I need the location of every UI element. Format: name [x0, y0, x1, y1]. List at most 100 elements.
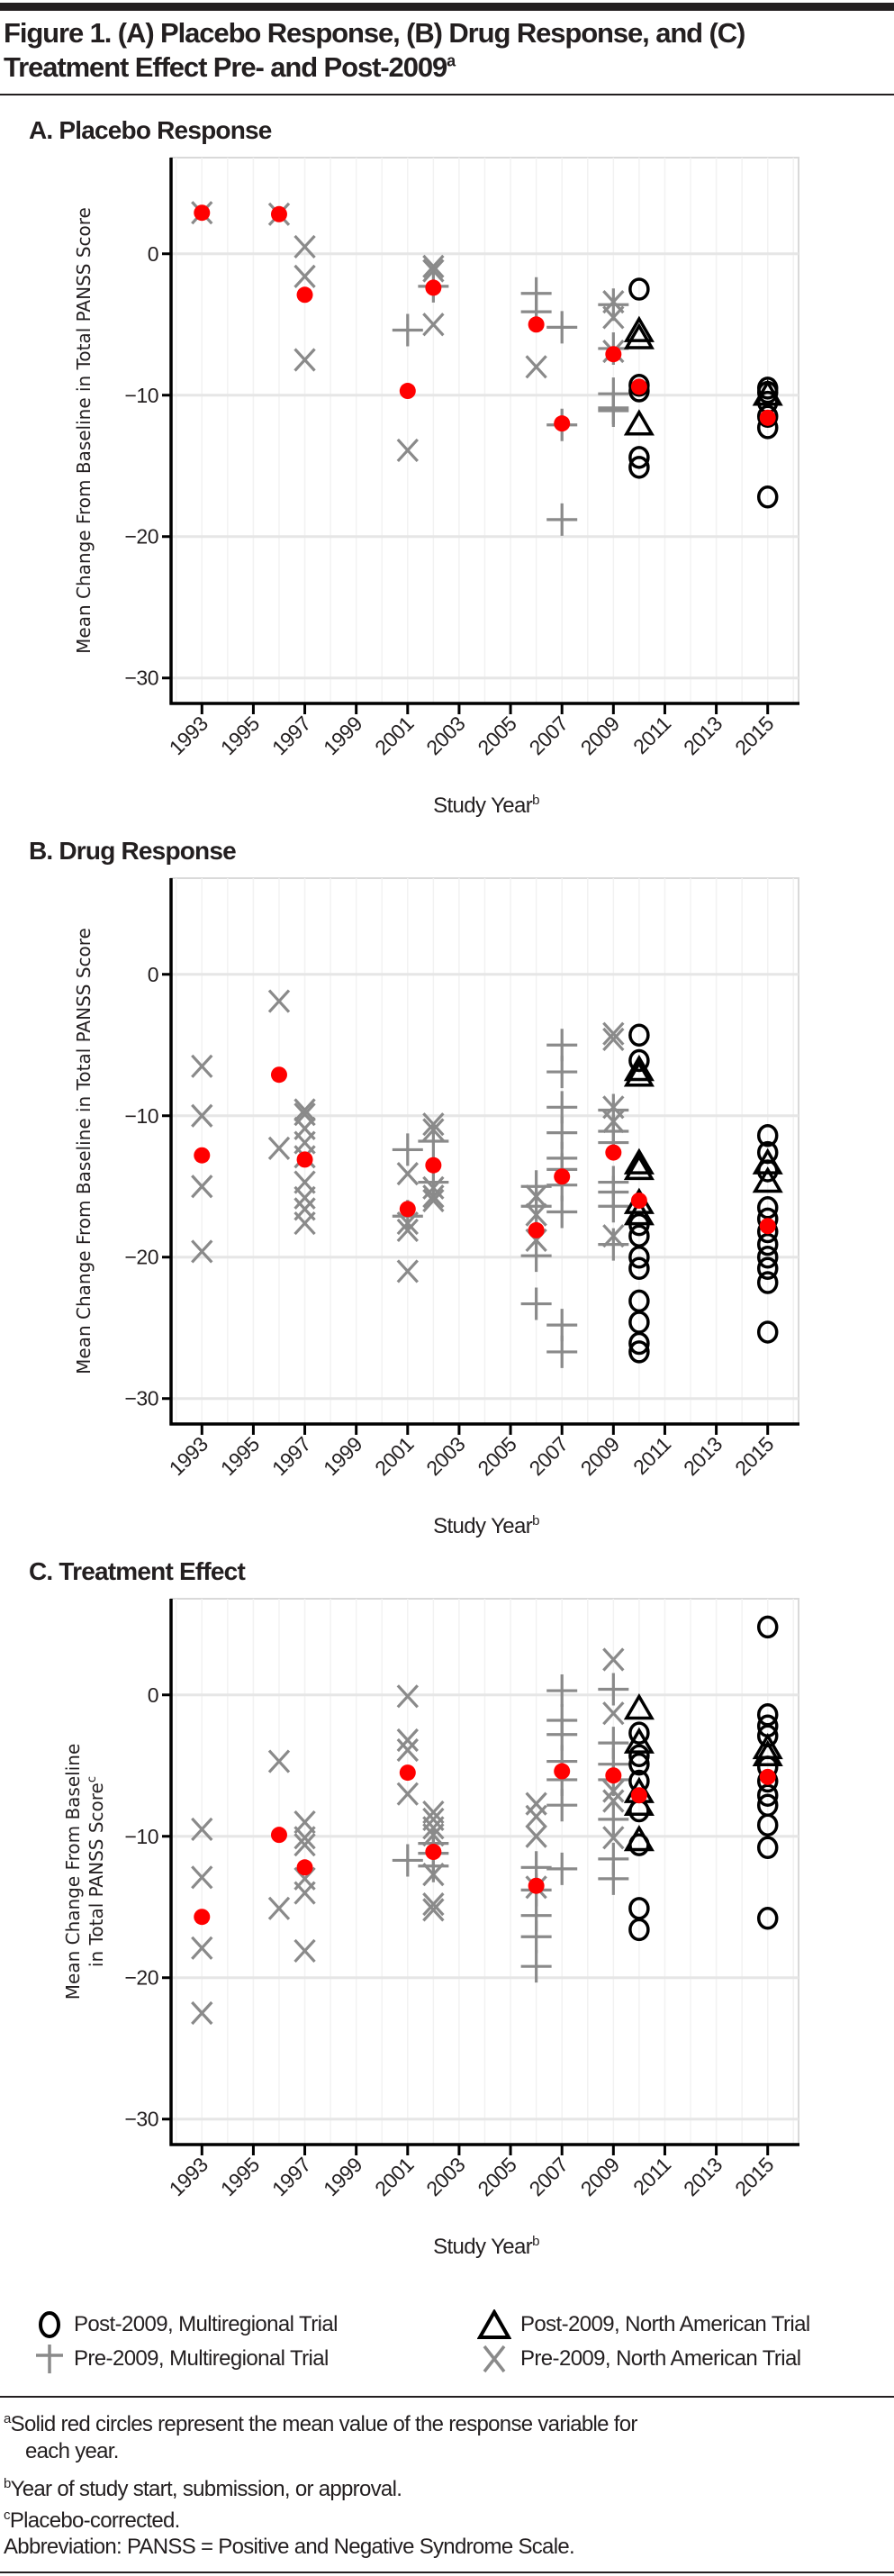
data-point-triangle [623, 1147, 655, 1175]
data-point-cross [602, 1779, 625, 1803]
data-point-triangle [623, 1789, 655, 1816]
data-point-cross [396, 1728, 419, 1753]
data-point-cross [293, 1170, 316, 1194]
data-point-plus [598, 1862, 629, 1895]
x-axis-label-text: Study Year [433, 2235, 533, 2259]
x-tick-label: 2011 [628, 2153, 675, 2200]
chart-b: B. Drug Response Mean Change From Baseli… [29, 837, 799, 1538]
data-point-plus [598, 331, 629, 365]
data-point-cross [422, 1823, 445, 1847]
y-tick-label: −10 [124, 384, 158, 407]
footnote-text: Placebo-corrected. [9, 2508, 181, 2533]
data-point-circle [756, 1207, 779, 1231]
x-tick-label: 2007 [525, 1432, 573, 1480]
data-point-circle [756, 1196, 779, 1220]
mean-point [194, 204, 211, 222]
data-point-plus [546, 1091, 578, 1124]
figure-title-line-2: Treatment Effect Pre- and Post-2009a [4, 50, 745, 85]
x-tick-label: 1993 [165, 2153, 212, 2200]
legend-item-pre-north-american: Pre-2009, North American Trial [477, 2343, 801, 2375]
data-point-cross [396, 1737, 419, 1763]
mean-point [399, 1201, 416, 1218]
legend-label: Post-2009, Multiregional Trial [74, 2312, 338, 2336]
x-tick-label: 2003 [421, 1432, 469, 1480]
data-point-cross [396, 1782, 419, 1806]
data-point-plus [598, 377, 629, 411]
data-point-triangle [752, 1732, 783, 1760]
data-point-plus [392, 1844, 423, 1877]
data-point-cross [602, 1027, 625, 1052]
data-point-cross [525, 1875, 547, 1900]
data-point-cross [293, 1145, 316, 1169]
x-tick-label: 2001 [370, 2153, 418, 2200]
data-point-cross [293, 1938, 316, 1963]
y-tick-label: 0 [148, 242, 158, 266]
data-point-circle [628, 1023, 650, 1048]
x-tick-label: 1997 [267, 1432, 315, 1480]
data-point-cross [422, 313, 445, 337]
data-point-cross [602, 1701, 625, 1726]
data-point-cross [191, 1865, 213, 1890]
data-point-cross [602, 1647, 625, 1672]
panel-title: C. Treatment Effect [29, 1557, 245, 1585]
mean-point [630, 1192, 647, 1209]
data-point-plus [598, 1747, 629, 1781]
data-point-circle [628, 1224, 650, 1247]
chart-c: C. Treatment Effect Mean Change From Bas… [29, 1557, 799, 2259]
mean-point [554, 1763, 571, 1780]
x-tick-label: 1997 [267, 2153, 315, 2200]
data-point-cross [422, 1184, 445, 1209]
data-point-cross [293, 1130, 316, 1155]
data-point-plus [598, 1673, 629, 1706]
y-axis-label-line-2: in Total PANSS Scorec [86, 1776, 107, 1967]
data-point-triangle [623, 315, 655, 342]
data-point-triangle [623, 1055, 655, 1082]
plot-background [170, 877, 799, 1425]
data-point-cross [422, 1188, 445, 1213]
x-tick-label: 2001 [370, 712, 418, 759]
mean-point [554, 1168, 571, 1185]
data-point-circle [756, 380, 779, 404]
data-point-circle [628, 1212, 650, 1237]
data-point-triangle [623, 1727, 655, 1754]
footnote-abbreviation: Abbreviation: PANSS = Positive and Negat… [4, 2535, 575, 2559]
y-tick-label: −20 [124, 525, 158, 549]
footnote-b: bYear of study start, submission, or app… [4, 2471, 402, 2503]
mean-point [630, 378, 647, 395]
x-tick-label: 2009 [576, 2153, 624, 2200]
data-point-plus [418, 1837, 449, 1870]
x-tick-label: 2009 [576, 712, 624, 759]
mean-point [296, 286, 313, 304]
data-point-circle [756, 416, 779, 440]
data-point-circle [756, 1140, 779, 1165]
footnote-mark: b [4, 2476, 11, 2491]
data-point-cross [422, 1863, 445, 1887]
y-axis-label-line-1: Mean Change From Baseline [62, 1744, 84, 2000]
y-tick-label: −30 [124, 667, 158, 690]
data-point-circle [756, 1836, 779, 1860]
mean-point [605, 346, 622, 363]
data-point-cross [602, 1224, 625, 1248]
data-point-circle [628, 1721, 650, 1745]
footnote-rule [0, 2396, 894, 2398]
data-point-circle [628, 277, 650, 301]
data-point-triangle [623, 1187, 655, 1214]
footnote-text: Year of study start, submission, or appr… [10, 2477, 402, 2501]
data-point-cross [602, 1021, 625, 1046]
data-point-triangle [752, 379, 783, 406]
data-point-triangle [623, 1776, 655, 1803]
data-point-circle [628, 1897, 650, 1920]
data-point-plus [546, 1141, 578, 1175]
panel-a-placebo-response: A. Placebo Response Mean Change From Bas… [0, 0, 894, 838]
data-point-plus [520, 295, 552, 329]
mean-point [270, 1827, 287, 1844]
data-point-circle [756, 376, 779, 400]
triangle-marker-icon [477, 2309, 511, 2339]
mean-point [554, 415, 571, 432]
data-point-cross [525, 1824, 547, 1848]
data-point-plus [598, 1727, 629, 1760]
figure-title-line-2-text: Treatment Effect Pre- and Post-2009 [4, 51, 447, 83]
data-point-circle [628, 1048, 650, 1073]
footnote-a: aSolid red circles represent the mean va… [4, 2406, 637, 2438]
legend-item-post-multiregional: Post-2009, Multiregional Trial [34, 2309, 338, 2340]
